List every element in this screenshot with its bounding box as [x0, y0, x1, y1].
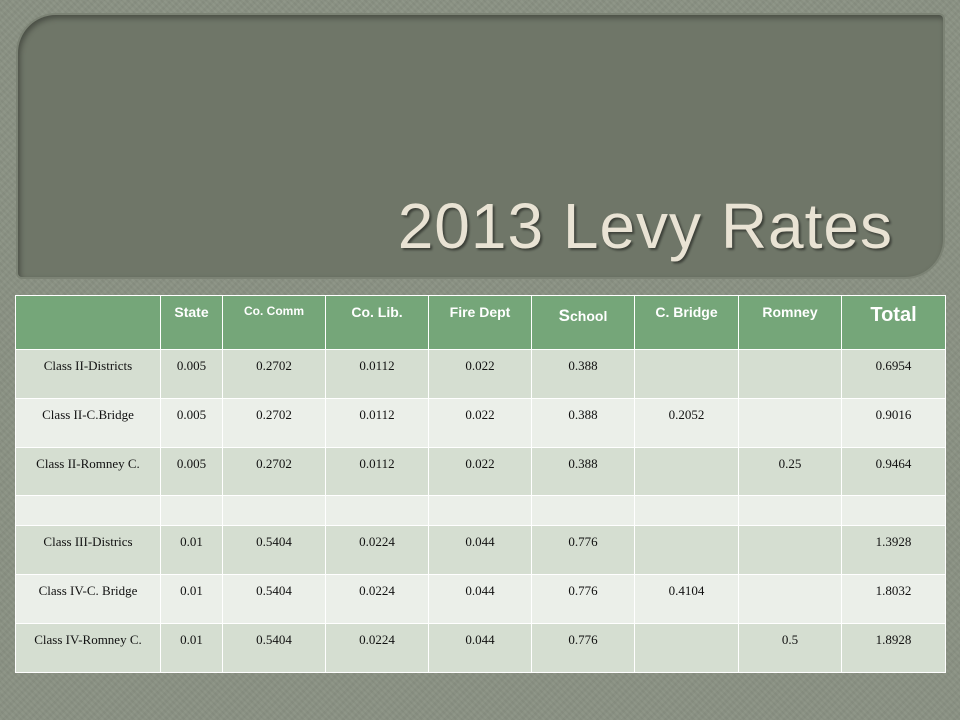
- header-total: Total: [841, 295, 946, 350]
- cell-total: 0.6954: [841, 349, 946, 399]
- empty-cell: [531, 495, 635, 527]
- row-label: Class II-C.Bridge: [15, 397, 161, 448]
- table-header-row: State Co. Comm Co. Lib. Fire Dept School…: [15, 295, 946, 350]
- cell-romney: 0.25: [738, 446, 842, 497]
- table-row: Class IV-C. Bridge 0.01 0.5404 0.0224 0.…: [15, 574, 946, 625]
- cell-fire-dept: 0.022: [428, 446, 532, 497]
- empty-cell: [428, 495, 532, 527]
- cell-romney: [738, 525, 842, 576]
- cell-fire-dept: 0.044: [428, 574, 532, 625]
- empty-cell: [738, 495, 842, 527]
- cell-state: 0.005: [160, 446, 223, 497]
- cell-co-lib: 0.0224: [325, 574, 429, 625]
- cell-school: 0.776: [531, 623, 635, 673]
- cell-state: 0.005: [160, 349, 223, 399]
- slide-title: 2013 Levy Rates: [397, 190, 893, 262]
- empty-cell: [634, 495, 739, 527]
- cell-romney: [738, 349, 842, 399]
- cell-co-comm: 0.2702: [222, 446, 326, 497]
- cell-state: 0.01: [160, 525, 223, 576]
- table-row: Class III-Districs 0.01 0.5404 0.0224 0.…: [15, 525, 946, 576]
- header-school-initial: S: [558, 306, 570, 325]
- cell-fire-dept: 0.044: [428, 623, 532, 673]
- empty-cell: [160, 495, 223, 527]
- cell-romney: 0.5: [738, 623, 842, 673]
- cell-total: 1.8032: [841, 574, 946, 625]
- cell-fire-dept: 0.044: [428, 525, 532, 576]
- header-c-bridge: C. Bridge: [634, 295, 739, 350]
- cell-c-bridge: [634, 446, 739, 497]
- cell-total: 1.3928: [841, 525, 946, 576]
- cell-state: 0.01: [160, 623, 223, 673]
- table-row-empty: [15, 495, 946, 527]
- title-panel: 2013 Levy Rates: [18, 15, 943, 277]
- row-label: Class III-Districs: [15, 525, 161, 576]
- header-school: School: [531, 295, 635, 350]
- cell-co-comm: 0.5404: [222, 525, 326, 576]
- cell-total: 1.8928: [841, 623, 946, 673]
- empty-cell: [841, 495, 946, 527]
- cell-co-comm: 0.5404: [222, 574, 326, 625]
- empty-cell: [15, 495, 161, 527]
- row-label: Class II-Romney C.: [15, 446, 161, 497]
- row-label: Class IV-C. Bridge: [15, 574, 161, 625]
- cell-c-bridge: 0.2052: [634, 397, 739, 448]
- cell-total: 0.9464: [841, 446, 946, 497]
- cell-state: 0.005: [160, 397, 223, 448]
- header-co-comm: Co. Comm: [222, 295, 326, 350]
- levy-rates-table: State Co. Comm Co. Lib. Fire Dept School…: [15, 295, 946, 673]
- table-row: Class II-Districts 0.005 0.2702 0.0112 0…: [15, 349, 946, 399]
- table-row: Class IV-Romney C. 0.01 0.5404 0.0224 0.…: [15, 623, 946, 673]
- cell-total: 0.9016: [841, 397, 946, 448]
- table-row: Class II-Romney C. 0.005 0.2702 0.0112 0…: [15, 446, 946, 497]
- cell-co-lib: 0.0112: [325, 446, 429, 497]
- header-co-lib: Co. Lib.: [325, 295, 429, 350]
- cell-romney: [738, 397, 842, 448]
- cell-school: 0.388: [531, 446, 635, 497]
- cell-school: 0.776: [531, 525, 635, 576]
- table-row: Class II-C.Bridge 0.005 0.2702 0.0112 0.…: [15, 397, 946, 448]
- header-blank: [15, 295, 161, 350]
- cell-fire-dept: 0.022: [428, 397, 532, 448]
- cell-school: 0.388: [531, 349, 635, 399]
- row-label: Class IV-Romney C.: [15, 623, 161, 673]
- cell-romney: [738, 574, 842, 625]
- empty-cell: [222, 495, 326, 527]
- cell-c-bridge: 0.4104: [634, 574, 739, 625]
- cell-co-comm: 0.2702: [222, 397, 326, 448]
- cell-fire-dept: 0.022: [428, 349, 532, 399]
- row-label: Class II-Districts: [15, 349, 161, 399]
- cell-co-lib: 0.0112: [325, 349, 429, 399]
- cell-c-bridge: [634, 349, 739, 399]
- cell-school: 0.388: [531, 397, 635, 448]
- header-state: State: [160, 295, 223, 350]
- empty-cell: [325, 495, 429, 527]
- header-romney: Romney: [738, 295, 842, 350]
- cell-co-lib: 0.0112: [325, 397, 429, 448]
- cell-c-bridge: [634, 525, 739, 576]
- cell-school: 0.776: [531, 574, 635, 625]
- cell-co-comm: 0.5404: [222, 623, 326, 673]
- cell-co-lib: 0.0224: [325, 525, 429, 576]
- cell-co-comm: 0.2702: [222, 349, 326, 399]
- header-school-rest: chool: [570, 308, 608, 324]
- cell-state: 0.01: [160, 574, 223, 625]
- header-fire-dept: Fire Dept: [428, 295, 532, 350]
- cell-c-bridge: [634, 623, 739, 673]
- cell-co-lib: 0.0224: [325, 623, 429, 673]
